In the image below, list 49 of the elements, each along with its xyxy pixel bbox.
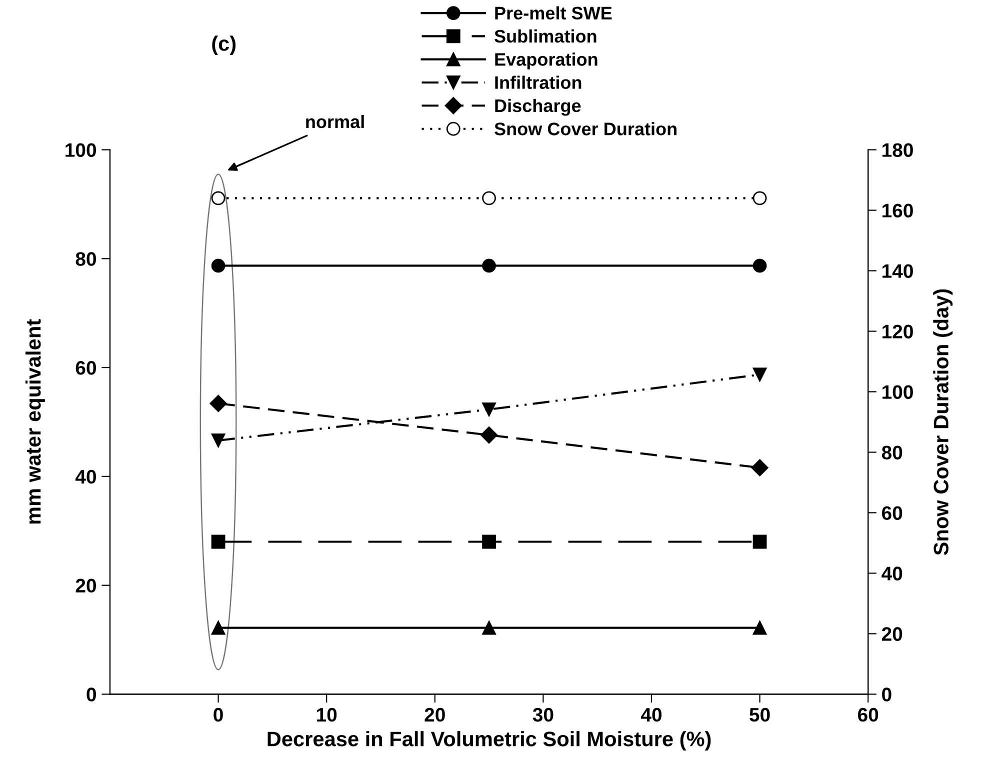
legend-label: Snow Cover Duration [494,122,676,136]
x-tick-label: 30 [532,708,554,722]
point [482,620,496,635]
point [751,459,768,476]
text: normal [306,114,364,128]
x-tick-label: 50 [750,708,770,722]
point [482,258,496,273]
y2-tick-label: 100 [882,385,913,399]
y-tick-label: 100 [66,143,96,157]
point [211,534,226,549]
legend-label: Discharge [495,98,581,116]
x-axis-title: Decrease in Fall Volumetric Soil Moisture (%) [268,731,711,750]
y-tick-label: 80 [76,252,96,266]
point [211,258,226,273]
y2-tick-label: 40 [882,566,902,580]
point [752,258,767,273]
point [752,534,767,549]
y-tick-label: 20 [76,578,96,593]
y2-tick-label: 180 [882,143,913,157]
y2-tick-label: 140 [882,264,913,278]
chart-title: (c) [212,36,236,56]
y2-axis-title: Snow Cover Duration (day) [933,289,953,556]
point [752,620,767,635]
y-axis-title: mm water equivalent [25,319,45,524]
x-tick-label: 60 [858,708,878,722]
legend-label: Evaporation [495,52,598,70]
y-tick-label: 60 [76,361,96,375]
legend-label: Pre-melt SWE [495,6,612,20]
point [210,394,227,412]
x-tick-label: 40 [640,708,662,722]
legend-label: Infiltration [495,76,582,89]
y2-tick-label: 20 [882,627,902,641]
y-tick-label: 40 [75,470,96,484]
x-tick-label: 20 [424,708,445,722]
point [480,426,498,444]
y2-tick-label: 0 [882,688,892,702]
y2-tick-label: 80 [882,446,902,460]
y2-tick-label: 120 [882,324,913,338]
point [211,620,226,635]
y2-tick-label: 160 [882,204,913,218]
x-tick-label: 0 [214,708,223,722]
point [482,402,496,416]
x-tick-label: 10 [316,708,337,722]
point [482,534,496,549]
y2-tick-label: 60 [882,506,902,520]
y-tick-label: 0 [86,688,96,702]
legend-label: Sublimation [494,29,596,43]
point [752,368,767,382]
point [211,434,226,448]
